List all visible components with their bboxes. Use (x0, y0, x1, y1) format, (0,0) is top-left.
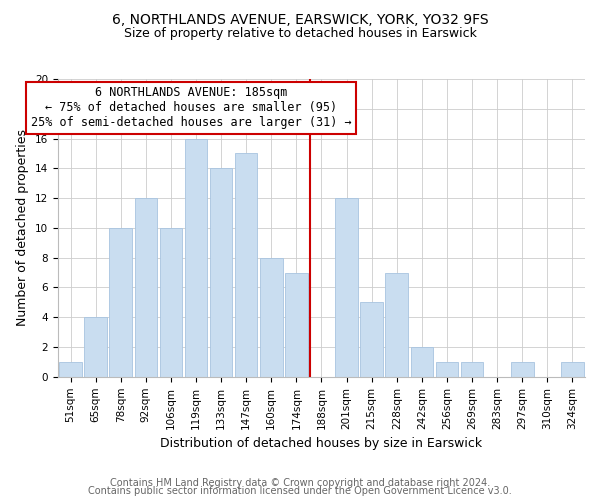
Bar (160, 228, 182, 377)
Bar (134, 198, 157, 377)
Bar (109, 228, 132, 377)
Bar (260, 258, 283, 377)
Bar (461, 362, 484, 377)
Text: 6, NORTHLANDS AVENUE, EARSWICK, YORK, YO32 9FS: 6, NORTHLANDS AVENUE, EARSWICK, YORK, YO… (112, 12, 488, 26)
Bar (335, 198, 358, 377)
Text: 6 NORTHLANDS AVENUE: 185sqm
← 75% of detached houses are smaller (95)
25% of sem: 6 NORTHLANDS AVENUE: 185sqm ← 75% of det… (31, 86, 351, 130)
Bar (210, 168, 232, 377)
Bar (561, 362, 584, 377)
Bar (85, 318, 107, 377)
Bar (361, 302, 383, 377)
Text: Contains public sector information licensed under the Open Government Licence v3: Contains public sector information licen… (88, 486, 512, 496)
Y-axis label: Number of detached properties: Number of detached properties (16, 130, 29, 326)
Bar (185, 138, 207, 377)
Bar (385, 272, 408, 377)
Bar (511, 362, 533, 377)
Bar (235, 154, 257, 377)
Text: Contains HM Land Registry data © Crown copyright and database right 2024.: Contains HM Land Registry data © Crown c… (110, 478, 490, 488)
Bar (436, 362, 458, 377)
X-axis label: Distribution of detached houses by size in Earswick: Distribution of detached houses by size … (160, 437, 482, 450)
Bar (59, 362, 82, 377)
Bar (410, 347, 433, 377)
Bar (285, 272, 308, 377)
Text: Size of property relative to detached houses in Earswick: Size of property relative to detached ho… (124, 28, 476, 40)
